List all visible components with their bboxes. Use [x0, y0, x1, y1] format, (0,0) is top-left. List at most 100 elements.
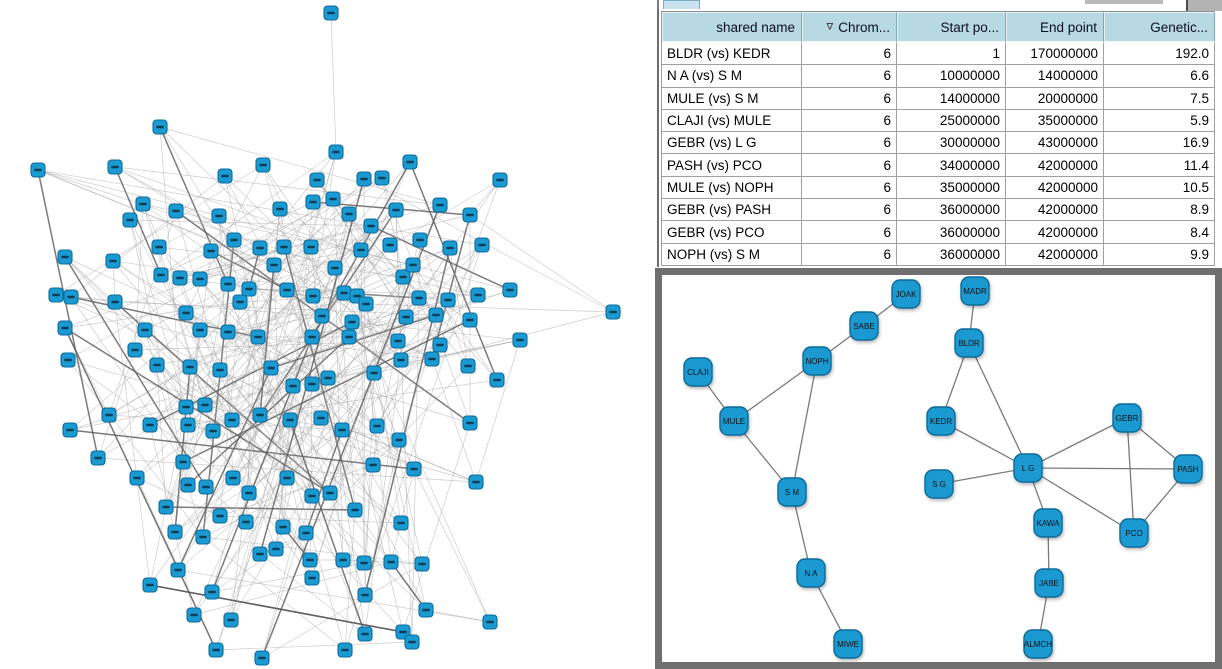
table-cell[interactable]: 6 [802, 199, 897, 222]
detail-node-MIWE[interactable]: MIWE [833, 629, 863, 659]
overview-edge[interactable] [275, 201, 314, 550]
detail-node-MULE[interactable]: MULE [719, 406, 749, 436]
overview-node[interactable] [241, 281, 257, 297]
table-cell[interactable]: MULE (vs) S M [662, 87, 802, 110]
overview-node[interactable] [212, 508, 228, 524]
table-cell[interactable]: GEBR (vs) L G [662, 132, 802, 155]
overview-edge[interactable] [67, 359, 250, 494]
overview-edge[interactable] [327, 319, 471, 379]
table-cell[interactable]: 42000000 [1006, 199, 1104, 222]
overview-node[interactable] [512, 332, 528, 348]
overview-node[interactable] [357, 587, 373, 603]
table-cell[interactable]: 20000000 [1006, 87, 1104, 110]
overview-edge[interactable] [165, 430, 214, 508]
overview-edge[interactable] [365, 303, 614, 313]
overview-node[interactable] [276, 239, 292, 255]
overview-edge[interactable] [37, 169, 99, 459]
table-cell[interactable]: 30000000 [897, 132, 1006, 155]
overview-node[interactable] [383, 554, 399, 570]
overview-node[interactable] [105, 253, 121, 269]
table-cell[interactable]: 6 [802, 243, 897, 266]
overview-node[interactable] [266, 257, 282, 273]
overview-edge[interactable] [230, 419, 291, 621]
overview-node[interactable] [203, 243, 219, 259]
overview-node[interactable] [474, 237, 490, 253]
overview-edge[interactable] [160, 151, 337, 276]
table-cell[interactable]: GEBR (vs) PCO [662, 221, 802, 244]
overview-node[interactable] [197, 397, 213, 413]
overview-node[interactable] [304, 376, 320, 392]
overview-edge[interactable] [174, 429, 343, 533]
detail-edge-SG-LG[interactable] [938, 467, 1029, 485]
overview-node[interactable] [489, 372, 505, 388]
detail-node-BLDR[interactable]: BLDR [954, 328, 984, 358]
overview-edge[interactable] [376, 314, 437, 427]
overview-node[interactable] [406, 461, 422, 477]
table-cell[interactable]: 42000000 [1006, 176, 1104, 200]
table-cell[interactable]: GEBR (vs) PASH [662, 199, 802, 222]
detail-node-NA[interactable]: N A [796, 558, 826, 588]
overview-edge[interactable] [292, 385, 313, 497]
overview-node[interactable] [158, 499, 174, 515]
detail-edge-BLDR-LG[interactable] [968, 342, 1029, 469]
overview-node[interactable] [252, 407, 268, 423]
overview-node[interactable] [440, 292, 456, 308]
overview-edge[interactable] [64, 327, 217, 651]
overview-node[interactable] [175, 454, 191, 470]
overview-node[interactable] [167, 524, 183, 540]
column-header-end-point[interactable]: End point [1006, 12, 1104, 43]
overview-edge[interactable] [411, 239, 421, 643]
overview-node[interactable] [341, 206, 357, 222]
overview-edge[interactable] [114, 301, 437, 316]
overview-node[interactable] [62, 422, 78, 438]
overview-edge[interactable] [365, 303, 402, 524]
table-cell[interactable]: 6 [802, 154, 897, 177]
overview-node[interactable] [282, 412, 298, 428]
table-cell[interactable]: 16.9 [1104, 132, 1215, 155]
overview-node[interactable] [388, 202, 404, 218]
table-cell[interactable]: 8.4 [1104, 221, 1215, 244]
overview-node[interactable] [336, 285, 352, 301]
overview-node[interactable] [223, 612, 239, 628]
overview-node[interactable] [309, 172, 325, 188]
overview-edge[interactable] [199, 278, 322, 419]
table-cell[interactable]: 10000000 [897, 65, 1006, 88]
overview-node[interactable] [255, 157, 271, 173]
overview-edge[interactable] [262, 164, 336, 269]
overview-node[interactable] [303, 239, 319, 255]
overview-edge[interactable] [449, 247, 469, 367]
overview-node[interactable] [347, 502, 363, 518]
overview-node[interactable] [304, 570, 320, 586]
detail-node-LG[interactable]: L G [1013, 453, 1043, 483]
overview-node[interactable] [353, 242, 369, 258]
table-cell[interactable]: NOPH (vs) S M [662, 243, 802, 266]
detail-node-NOPH[interactable]: NOPH [802, 346, 832, 376]
overview-edge[interactable] [259, 553, 366, 635]
overview-edge[interactable] [475, 339, 521, 483]
overview-edge[interactable] [344, 509, 356, 651]
overview-edge[interactable] [193, 561, 392, 616]
overview-node[interactable] [328, 144, 344, 160]
overview-node[interactable] [369, 418, 385, 434]
table-cell[interactable]: 6 [802, 65, 897, 88]
overview-edge[interactable] [469, 214, 614, 313]
overview-node[interactable] [327, 260, 343, 276]
detail-edge-LG-PCO[interactable] [1027, 467, 1135, 534]
overview-node[interactable] [232, 294, 248, 310]
overview-edge[interactable] [348, 213, 392, 563]
overview-edge[interactable] [218, 215, 346, 651]
overview-node[interactable] [275, 519, 291, 535]
overview-node[interactable] [428, 307, 444, 323]
overview-node[interactable] [180, 477, 196, 493]
overview-edge[interactable] [129, 219, 184, 463]
table-cell[interactable]: 35000000 [897, 176, 1006, 200]
table-cell[interactable]: 42000000 [1006, 154, 1104, 177]
overview-node[interactable] [405, 257, 421, 273]
overview-node[interactable] [254, 650, 270, 666]
overview-edge[interactable] [398, 299, 449, 441]
overview-edge[interactable] [136, 321, 353, 479]
overview-node[interactable] [101, 407, 117, 423]
overview-node[interactable] [322, 485, 338, 501]
overview-node[interactable] [217, 168, 233, 184]
table-cell[interactable]: MULE (vs) NOPH [662, 176, 802, 200]
